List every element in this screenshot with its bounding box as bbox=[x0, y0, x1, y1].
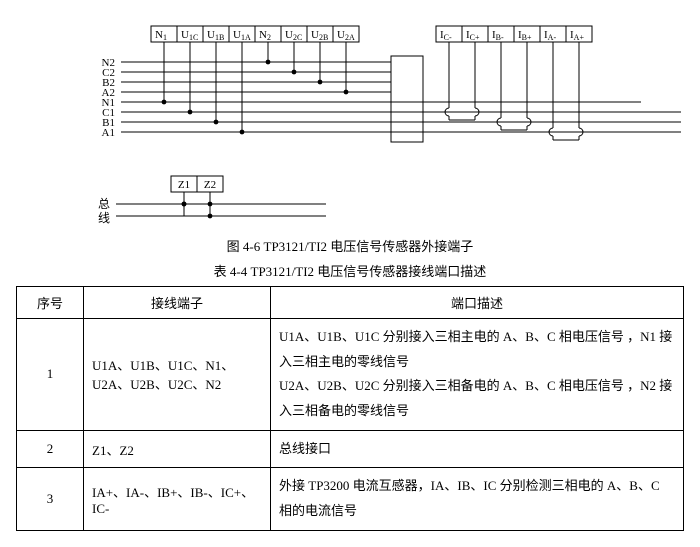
svg-text:U1B: U1B bbox=[207, 29, 224, 42]
svg-text:IA+: IA+ bbox=[570, 29, 584, 42]
page: N2C2B2A2N1C1B1A1CBAN1U1CU1BU1AN2U2CU2BU2… bbox=[16, 16, 684, 531]
table-row: 3IA+、IA-、IB+、IB-、IC+、IC-外接 TP3200 电流互感器，… bbox=[17, 468, 684, 530]
svg-text:U2B: U2B bbox=[311, 29, 328, 42]
svg-text:Z2: Z2 bbox=[204, 179, 216, 191]
cell-desc: U1A、U1B、U1C 分别接入三相主电的 A、B、C 相电压信号 ，N1 接入… bbox=[271, 319, 684, 431]
table-row: 1U1A、U1B、U1C、N1、U2A、U2B、U2C、N2U1A、U1B、U1… bbox=[17, 319, 684, 431]
cell-idx: 2 bbox=[17, 430, 84, 468]
svg-text:总: 总 bbox=[98, 197, 110, 211]
svg-text:U2A: U2A bbox=[337, 29, 355, 42]
svg-text:IB+: IB+ bbox=[518, 29, 532, 42]
cell-term: U1A、U1B、U1C、N1、U2A、U2B、U2C、N2 bbox=[84, 319, 271, 431]
svg-text:U1C: U1C bbox=[181, 29, 198, 42]
table-caption: 表 4-4 TP3121/TI2 电压信号传感器接线端口描述 bbox=[16, 261, 684, 280]
svg-text:N1: N1 bbox=[155, 29, 167, 42]
svg-text:IC+: IC+ bbox=[466, 29, 480, 42]
svg-text:IB-: IB- bbox=[492, 29, 504, 42]
svg-text:Z1: Z1 bbox=[178, 179, 190, 191]
cell-desc: 外接 TP3200 电流互感器，IA、IB、IC 分别检测三相电的 A、B、C … bbox=[271, 468, 684, 530]
cell-idx: 3 bbox=[17, 468, 84, 530]
svg-text:IA-: IA- bbox=[544, 29, 556, 42]
table-header-row: 序号 接线端子 端口描述 bbox=[17, 287, 684, 319]
terminal-table: 序号 接线端子 端口描述 1U1A、U1B、U1C、N1、U2A、U2B、U2C… bbox=[16, 286, 684, 531]
cell-desc: 总线接口 bbox=[271, 430, 684, 468]
wiring-diagram: N2C2B2A2N1C1B1A1CBAN1U1CU1BU1AN2U2CU2BU2… bbox=[16, 16, 684, 226]
cell-term: IA+、IA-、IB+、IB-、IC+、IC- bbox=[84, 468, 271, 530]
svg-text:U2C: U2C bbox=[285, 29, 302, 42]
svg-text:N2: N2 bbox=[259, 29, 271, 42]
svg-text:A1: A1 bbox=[102, 127, 115, 139]
col-desc: 端口描述 bbox=[271, 287, 684, 319]
figure-caption: 图 4-6 TP3121/TI2 电压信号传感器外接端子 bbox=[16, 236, 684, 255]
cell-term: Z1、Z2 bbox=[84, 430, 271, 468]
cell-idx: 1 bbox=[17, 319, 84, 431]
svg-text:IC-: IC- bbox=[440, 29, 452, 42]
svg-text:U1A: U1A bbox=[233, 29, 251, 42]
col-idx: 序号 bbox=[17, 287, 84, 319]
svg-text:线: 线 bbox=[98, 211, 110, 225]
col-term: 接线端子 bbox=[84, 287, 271, 319]
table-row: 2Z1、Z2总线接口 bbox=[17, 430, 684, 468]
